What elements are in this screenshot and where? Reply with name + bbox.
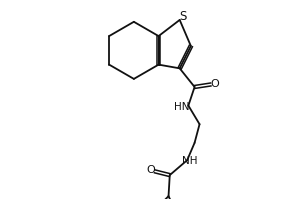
Text: O: O: [211, 79, 220, 89]
Text: S: S: [179, 10, 187, 23]
Text: O: O: [146, 165, 155, 175]
Text: HN: HN: [174, 102, 189, 112]
Text: NH: NH: [182, 156, 198, 166]
